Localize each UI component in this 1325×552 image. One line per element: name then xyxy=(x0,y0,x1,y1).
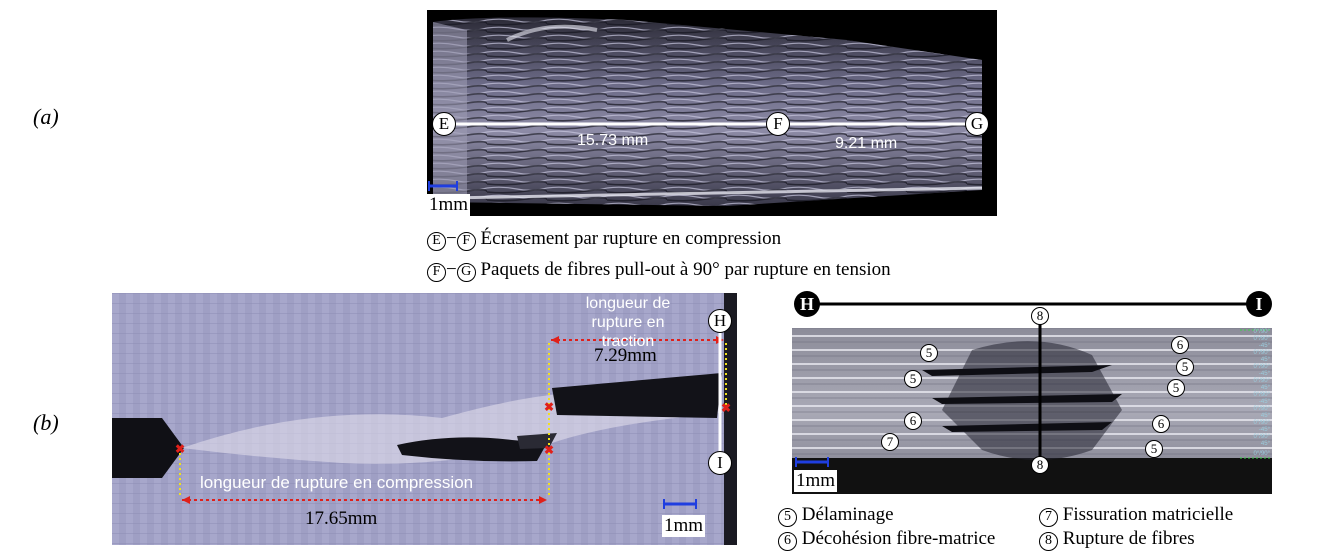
layer-label: 0°/90° xyxy=(1253,364,1270,370)
layer-label: 0°/90° xyxy=(1253,329,1270,335)
legend-5-marker: 5 xyxy=(778,507,797,527)
marker-8-top: 8 xyxy=(1031,307,1049,325)
panel-b-label: (b) xyxy=(33,410,59,435)
marker-left-1: 5 xyxy=(920,344,938,362)
svg-text:✖: ✖ xyxy=(721,401,731,415)
panel-a-label: (a) xyxy=(33,104,59,129)
traction-label: longueur de rupture en traction xyxy=(564,294,692,351)
marker-left-3: 6 xyxy=(904,412,922,430)
point-h-marker: H xyxy=(708,309,732,333)
layer-label: 0°/90° xyxy=(1253,451,1270,457)
legend-6-text: Décohésion fibre-matrice xyxy=(801,528,996,549)
compression-length: 17.65mm xyxy=(305,508,378,529)
layer-label: 45° xyxy=(1260,357,1270,363)
marker-right-5: 5 xyxy=(1145,440,1163,458)
layer-label: 0°/90° xyxy=(1253,406,1270,412)
layer-label: 45° xyxy=(1260,441,1270,447)
legend-7-text: Fissuration matricielle xyxy=(1062,504,1234,525)
distance-ef-label: 15.73 mm xyxy=(577,132,649,149)
marker-8-bottom: 8 xyxy=(1031,456,1049,474)
layer-label: -45° xyxy=(1258,343,1270,349)
legend-ef-from-marker: E xyxy=(427,231,446,251)
legend-fg-to-marker: G xyxy=(456,262,476,282)
compression-label: longueur de rupture en compression xyxy=(200,473,474,492)
traction-label-line2: rupture en traction xyxy=(591,314,665,350)
point-i-marker: I xyxy=(708,451,732,475)
legend-ef-to-marker: F xyxy=(456,231,476,251)
svg-text:✖: ✖ xyxy=(544,400,554,414)
legend-6-marker: 6 xyxy=(778,531,797,551)
panel-b-left-scale-label: 1mm xyxy=(662,515,706,537)
legend-fg-from-marker: F xyxy=(427,262,446,282)
legend-fg: F − G Paquets de fibres pull-out à 90° par… xyxy=(427,259,891,282)
marker-left-2: 5 xyxy=(904,370,922,388)
legend-5: 5 Délaminage xyxy=(778,504,894,527)
legend-8-text: Rupture de fibres xyxy=(1062,528,1195,549)
layer-label: 0°/90° xyxy=(1253,350,1270,356)
traction-length: 7.29mm xyxy=(594,345,657,366)
layer-label: 45° xyxy=(1260,385,1270,391)
point-f-marker: F xyxy=(766,112,790,136)
legend-7: 7 Fissuration matricielle xyxy=(1039,504,1233,527)
marker-right-4: 6 xyxy=(1152,415,1170,433)
panel-b-left-micrograph: ✖ ✖ ✖ ✖ longueur de rupture en traction … xyxy=(112,293,737,545)
marker-right-3: 5 xyxy=(1167,379,1185,397)
traction-label-line1: longueur de xyxy=(585,295,671,312)
point-h-black-marker: H xyxy=(794,291,820,317)
layer-label: 0°/90° xyxy=(1253,392,1270,398)
legend-ef-text: Écrasement par rupture en compression xyxy=(480,228,782,249)
marker-right-1: 6 xyxy=(1171,336,1189,354)
layer-label: 0°/90° xyxy=(1253,420,1270,426)
legend-fg-text: Paquets de fibres pull-out à 90° par rup… xyxy=(480,259,891,280)
layer-label: 0°/90° xyxy=(1253,336,1270,342)
legend-7-marker: 7 xyxy=(1039,507,1058,527)
layer-label: -45° xyxy=(1258,427,1270,433)
legend-ef: E − F Écrasement par rupture en compressio… xyxy=(427,228,781,251)
legend-8: 8 Rupture de fibres xyxy=(1039,528,1195,551)
panel-a-scale-label: 1mm xyxy=(427,194,471,216)
distance-fg-label: 9.21 mm xyxy=(835,135,898,152)
panel-a-micrograph: E F G 15.73 mm 9.21 mm 1mm xyxy=(427,10,997,216)
marker-right-2: 5 xyxy=(1176,358,1194,376)
marker-left-4: 7 xyxy=(881,433,899,451)
svg-text:✖: ✖ xyxy=(175,442,185,456)
layer-label: 45° xyxy=(1260,413,1270,419)
layer-label: -45° xyxy=(1258,399,1270,405)
legend-8-marker: 8 xyxy=(1039,531,1058,551)
svg-text:✖: ✖ xyxy=(544,443,554,457)
panel-b-right-scale-label: 1mm xyxy=(794,470,838,492)
point-i-black-marker: I xyxy=(1246,291,1272,317)
legend-6: 6 Décohésion fibre-matrice xyxy=(778,528,995,551)
panel-b-right-micrograph: H I 8 8 5 5 6 7 6 5 5 6 5 0°/90° 0°/90° … xyxy=(792,290,1272,494)
layer-label: 0°/90° xyxy=(1253,434,1270,440)
layer-label: 0°/90° xyxy=(1253,378,1270,384)
layer-label: -45° xyxy=(1258,371,1270,377)
point-g-marker: G xyxy=(965,112,989,136)
legend-5-text: Délaminage xyxy=(801,504,894,525)
point-e-marker: E xyxy=(432,112,456,136)
